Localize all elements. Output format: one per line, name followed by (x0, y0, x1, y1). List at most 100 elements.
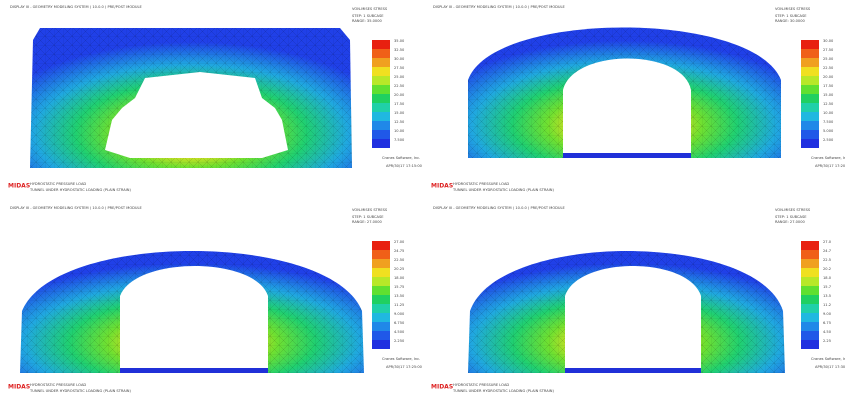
date: APR/30/17 17:15:00 (386, 164, 423, 168)
legend-swatch (372, 139, 390, 148)
plot-panel: DISPLAY III - GEOMETRY MODELING SYSTEM (… (431, 206, 845, 393)
legend-label: 12.50 (823, 102, 834, 106)
legend-label: 4.50 (823, 330, 832, 334)
legend-swatch (372, 304, 390, 313)
legend-label: 30.00 (394, 57, 405, 61)
legend-swatch (372, 277, 390, 286)
company: Cranes Software, Inc. (382, 357, 420, 361)
legend-swatch (801, 94, 819, 103)
legend-swatch (801, 76, 819, 85)
tunnel-opening (120, 266, 268, 371)
legend-label: 15.7 (823, 285, 831, 289)
result-info: RANGE: 35.0000 (352, 19, 382, 23)
legend-label: 27.00 (394, 240, 405, 244)
legend-swatch (801, 67, 819, 76)
plot-panel: DISPLAY III - GEOMETRY MODELING SYSTEM (… (431, 5, 845, 192)
result-info: STEP: 1 SUBCASE (775, 215, 807, 219)
legend-label: 4.500 (394, 330, 405, 334)
legend-label: 2.25 (823, 339, 831, 343)
date: APR/30/17 17:20:01 (815, 164, 845, 168)
legend-label: 20.25 (394, 267, 404, 271)
legend-swatch (372, 112, 390, 121)
midas-logo: MIDAS (8, 183, 30, 190)
panel-header: DISPLAY III - GEOMETRY MODELING SYSTEM (… (433, 5, 566, 9)
legend-label: 24.75 (394, 249, 404, 253)
date: APR/30/17 17:30:00 (815, 365, 845, 369)
legend-swatch (801, 130, 819, 139)
legend-swatch (801, 322, 819, 331)
tunnel-opening (563, 59, 691, 157)
description: TUNNEL UNDER HYDROSTATIC LOADING (PLAIN … (452, 188, 554, 192)
panel-header: DISPLAY III - GEOMETRY MODELING SYSTEM (… (433, 206, 566, 210)
legend-label: 22.50 (394, 258, 405, 262)
legend-label: 18.0 (823, 276, 832, 280)
legend-label: 2.500 (823, 138, 834, 142)
legend-swatch (801, 49, 819, 58)
legend-swatch (801, 40, 819, 49)
legend-swatch (372, 121, 390, 130)
legend-swatch (372, 286, 390, 295)
legend-swatch (372, 58, 390, 67)
legend-swatch (372, 94, 390, 103)
legend-label: 35.00 (394, 39, 405, 43)
load-case: HYDROSTATIC PRESSURE LOAD (453, 182, 509, 186)
legend-swatch (372, 331, 390, 340)
legend-label: 22.50 (823, 66, 834, 70)
legend-swatch (801, 85, 819, 94)
tunnel-opening (565, 266, 701, 371)
legend-label: 22.50 (394, 84, 405, 88)
legend-swatch (372, 49, 390, 58)
midas-logo: MIDAS (8, 384, 30, 391)
legend-label: 9.00 (823, 312, 832, 316)
legend-swatch (372, 313, 390, 322)
legend-label: 18.00 (394, 276, 405, 280)
legend-swatch (801, 286, 819, 295)
result-info: STEP: 1 SUBCASE (775, 14, 807, 18)
result-title: VON-MISES STRESS (352, 208, 388, 212)
legend-label: 30.00 (823, 39, 834, 43)
result-title: VON-MISES STRESS (775, 208, 811, 212)
legend-swatch (372, 67, 390, 76)
plot-panel: DISPLAY III - GEOMETRY MODELING SYSTEM (… (8, 206, 423, 393)
legend-label: 6.75 (823, 321, 831, 325)
legend-swatch (801, 112, 819, 121)
legend-label: 15.00 (823, 93, 834, 97)
legend-swatch (801, 331, 819, 340)
company: Cranes Software, Inc. (811, 357, 845, 361)
description: TUNNEL UNDER HYDROSTATIC LOADING (PLAIN … (452, 389, 554, 393)
midas-logo: MIDAS (431, 183, 453, 190)
load-case: HYDROSTATIC PRESSURE LOAD (30, 383, 86, 387)
legend-label: 12.50 (394, 120, 405, 124)
legend-label: 25.00 (394, 75, 405, 79)
legend-swatch (801, 295, 819, 304)
midas-logo: MIDAS (431, 384, 453, 391)
load-case: HYDROSTATIC PRESSURE LOAD (30, 182, 86, 186)
result-info: STEP: 1 SUBCASE (352, 215, 384, 219)
legend-label: 20.2 (823, 267, 831, 271)
legend-label: 7.500 (394, 138, 405, 142)
invert-strip (120, 368, 268, 373)
legend-swatch (801, 268, 819, 277)
legend-swatch (372, 268, 390, 277)
legend-swatch (801, 241, 819, 250)
result-info: RANGE: 27.0000 (775, 220, 805, 224)
legend-label: 22.5 (823, 258, 831, 262)
legend-label: 27.50 (823, 48, 834, 52)
legend-swatch (372, 103, 390, 112)
legend-label: 17.50 (394, 102, 405, 106)
legend-label: 17.50 (823, 84, 834, 88)
legend-swatch (801, 304, 819, 313)
description: TUNNEL UNDER HYDROSTATIC LOADING (PLAIN … (29, 389, 131, 393)
result-info: RANGE: 30.0000 (775, 19, 805, 23)
result-info: STEP: 1 SUBCASE (352, 14, 384, 18)
result-info: RANGE: 27.0000 (352, 220, 382, 224)
legend-label: 15.00 (394, 111, 405, 115)
legend-swatch (372, 259, 390, 268)
invert-strip (565, 368, 701, 373)
legend-label: 13.50 (394, 294, 405, 298)
legend-label: 32.50 (394, 48, 405, 52)
legend-label: 2.250 (394, 339, 405, 343)
legend-label: 9.000 (394, 312, 405, 316)
legend-label: 24.7 (823, 249, 831, 253)
load-case: HYDROSTATIC PRESSURE LOAD (453, 383, 509, 387)
